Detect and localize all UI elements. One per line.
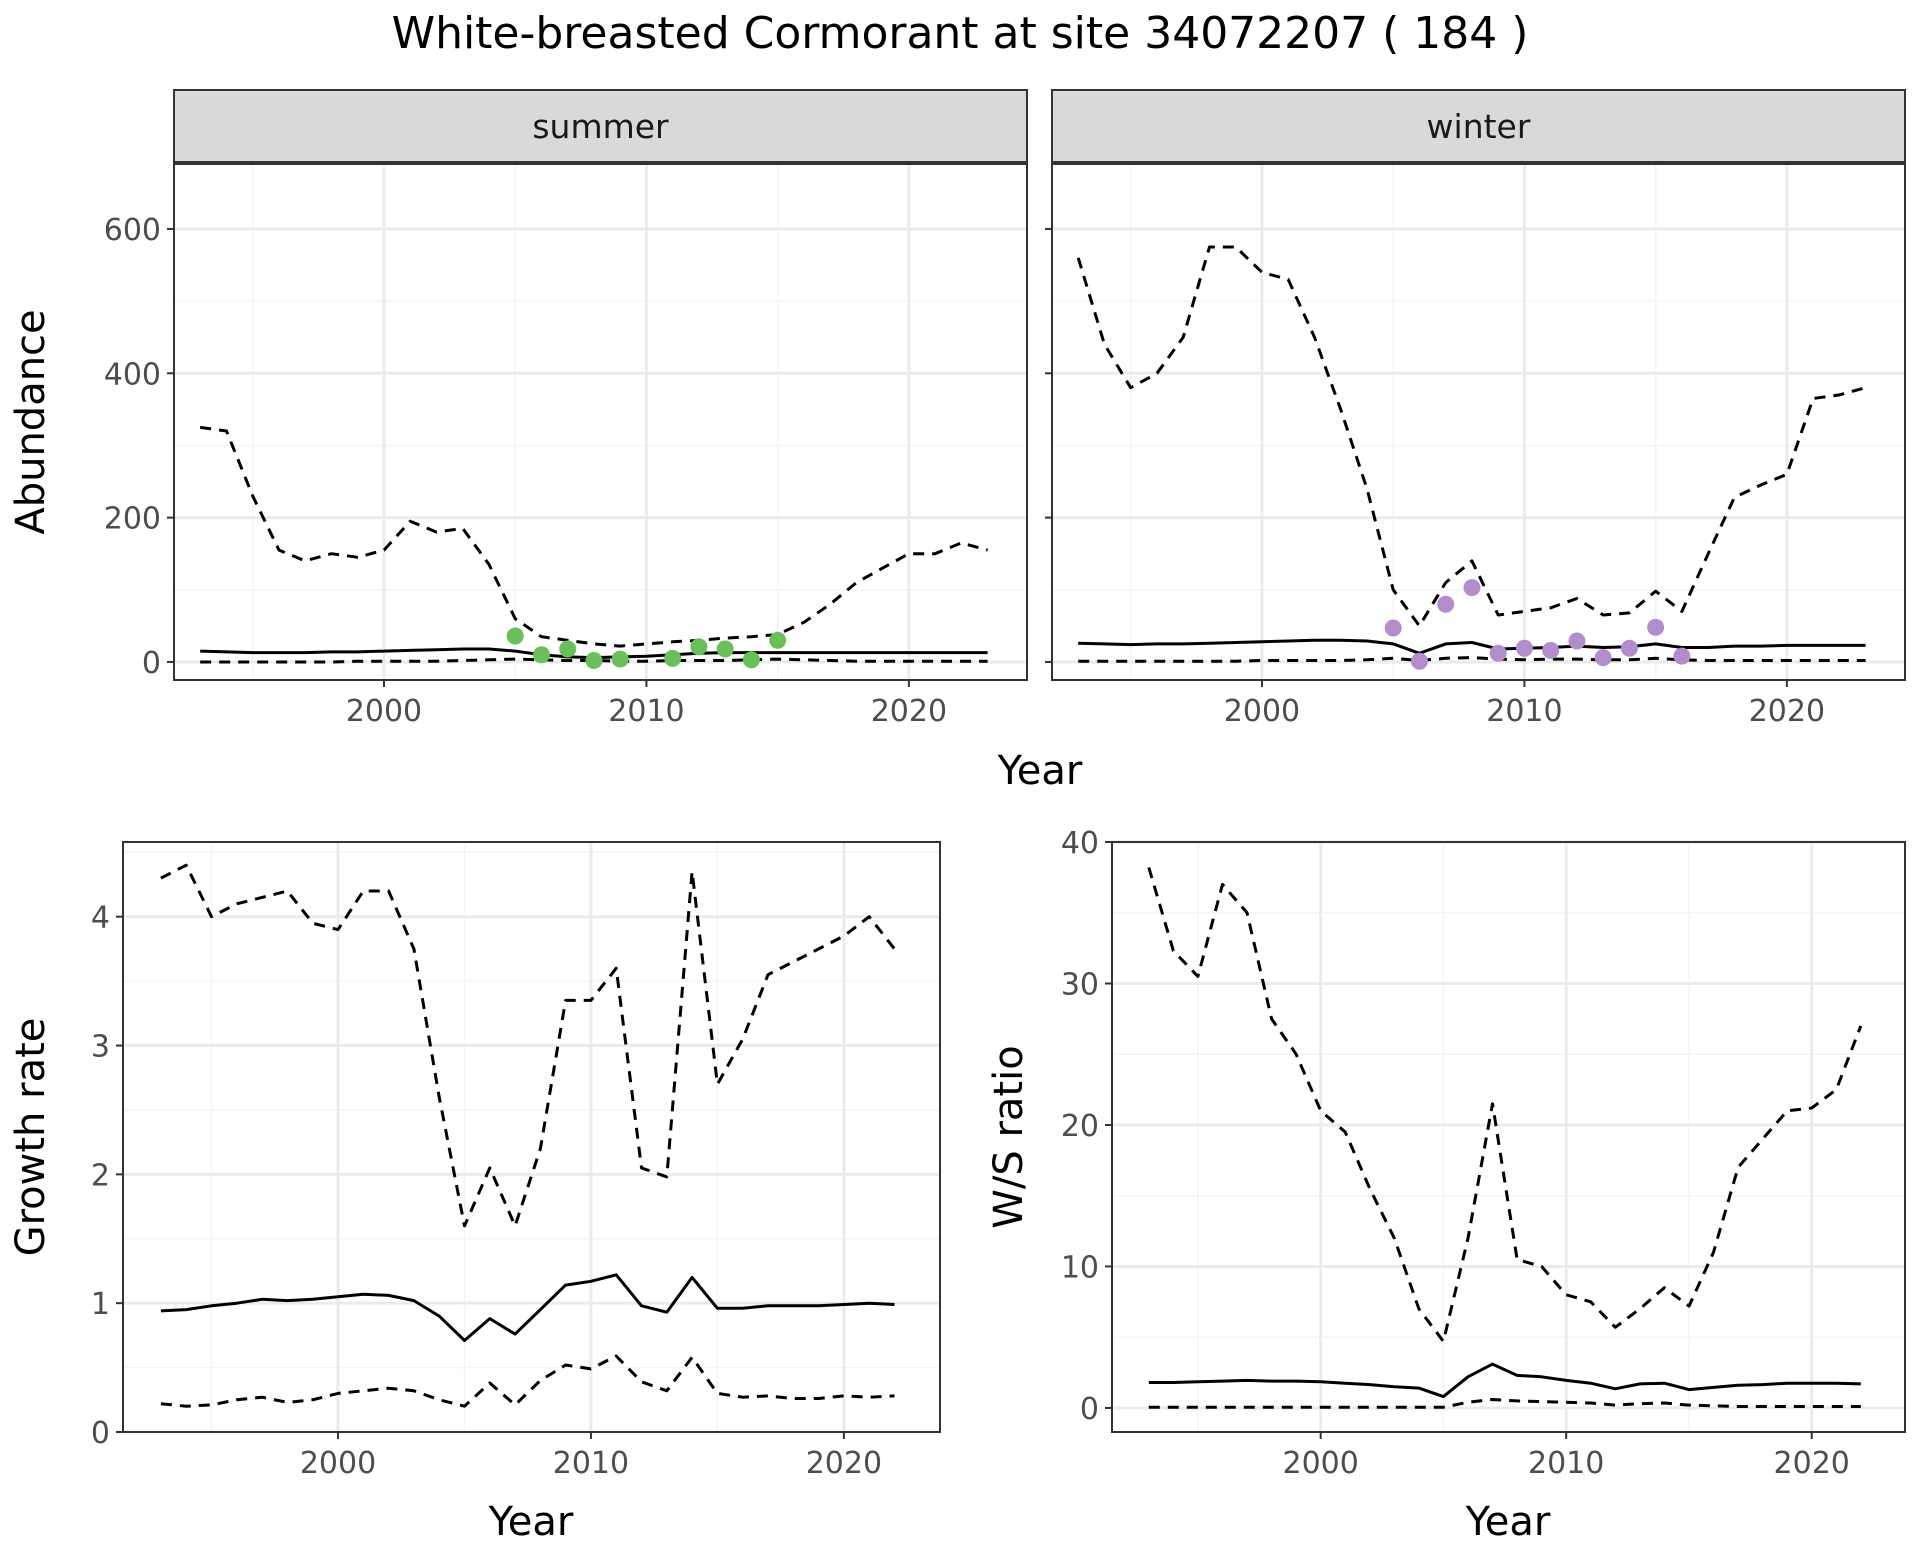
summer-data-point bbox=[742, 651, 760, 669]
growth-panel-border bbox=[122, 841, 941, 1433]
winter-data-point bbox=[1410, 652, 1428, 670]
summer-data-point bbox=[559, 640, 577, 658]
ws_ratio-x-axis-title: Year bbox=[1465, 1499, 1551, 1545]
winter-series-lower-line bbox=[1078, 656, 1866, 663]
growth-y-tick-label: 0 bbox=[91, 1416, 110, 1451]
winter-strip-label: winter bbox=[1427, 107, 1531, 146]
growth-series-mean-line bbox=[160, 1273, 895, 1342]
summer-data-point bbox=[664, 649, 682, 667]
ws_ratio-panel-border bbox=[1111, 841, 1906, 1433]
summer-y-tick-label: 0 bbox=[142, 646, 161, 681]
winter-series-mean-line bbox=[1078, 638, 1866, 655]
growth-y-tick-label: 2 bbox=[91, 1158, 110, 1193]
winter-data-point bbox=[1647, 618, 1665, 636]
summer-strip-label: summer bbox=[532, 107, 669, 146]
ws_ratio-series-lower-line bbox=[1148, 1398, 1861, 1409]
winter-data-point bbox=[1568, 632, 1586, 650]
growth-x-axis-title: Year bbox=[488, 1499, 574, 1545]
ws_ratio-y-tick-label: 10 bbox=[1061, 1250, 1099, 1285]
winter-panel-border bbox=[1051, 163, 1906, 681]
growth-x-tick-label: 2020 bbox=[806, 1446, 882, 1481]
winter-data-point bbox=[1463, 579, 1481, 597]
summer-data-point bbox=[769, 631, 787, 649]
ws_ratio-x-tick-label: 2020 bbox=[1774, 1446, 1850, 1481]
winter-x-tick-label: 2020 bbox=[1749, 694, 1825, 729]
summer-series-upper-line bbox=[199, 425, 988, 648]
ws_ratio-y-tick-label: 20 bbox=[1061, 1109, 1099, 1144]
growth-y-axis-title: Growth rate bbox=[8, 1018, 54, 1257]
ws_ratio-series-mean-line bbox=[1148, 1362, 1861, 1399]
summer-panel-border bbox=[173, 163, 1028, 681]
growth-y-tick-label: 1 bbox=[91, 1287, 110, 1322]
winter-data-point bbox=[1437, 595, 1455, 613]
growth-x-tick-label: 2010 bbox=[553, 1446, 629, 1481]
summer-strip bbox=[173, 89, 1028, 163]
ws_ratio-x-tick-label: 2010 bbox=[1528, 1446, 1604, 1481]
winter-data-point bbox=[1673, 647, 1691, 665]
winter-data-point bbox=[1384, 619, 1402, 637]
ws_ratio-x-tick-label: 2000 bbox=[1283, 1446, 1359, 1481]
summer-data-point bbox=[585, 652, 603, 670]
winter-x-tick-label: 2010 bbox=[1486, 694, 1562, 729]
ws_ratio-y-tick-label: 0 bbox=[1080, 1392, 1099, 1427]
figure-title: White-breasted Cormorant at site 3407220… bbox=[392, 8, 1529, 59]
summer-data-point bbox=[690, 638, 708, 656]
summer-data-point bbox=[716, 640, 734, 658]
summer-x-tick-label: 2010 bbox=[608, 694, 684, 729]
summer-series-lower-line bbox=[200, 657, 988, 664]
winter-x-tick-label: 2000 bbox=[1224, 694, 1300, 729]
winter-data-point bbox=[1594, 649, 1612, 667]
facet-x-axis-title: Year bbox=[997, 748, 1083, 794]
growth-y-tick-label: 3 bbox=[91, 1030, 110, 1065]
summer-y-tick-label: 200 bbox=[104, 502, 161, 537]
winter-data-point bbox=[1620, 639, 1638, 657]
ws_ratio-y-tick-label: 40 bbox=[1061, 826, 1099, 861]
summer-y-tick-label: 600 bbox=[104, 213, 161, 248]
summer-data-point bbox=[532, 646, 550, 664]
winter-data-point bbox=[1489, 644, 1507, 662]
growth-x-tick-label: 2000 bbox=[300, 1446, 376, 1481]
growth-y-tick-label: 4 bbox=[91, 901, 110, 936]
growth-series-lower-line bbox=[160, 1354, 895, 1408]
summer-y-tick-label: 400 bbox=[104, 357, 161, 392]
winter-strip bbox=[1051, 89, 1906, 163]
summer-data-point bbox=[506, 627, 524, 645]
summer-data-point bbox=[611, 650, 629, 668]
growth-series-upper-line bbox=[160, 863, 896, 1228]
summer-x-tick-label: 2000 bbox=[346, 694, 422, 729]
winter-data-point bbox=[1515, 639, 1533, 657]
winter-series-upper-line bbox=[1076, 245, 1866, 628]
winter-data-point bbox=[1542, 641, 1560, 659]
ws_ratio-y-tick-label: 30 bbox=[1061, 967, 1099, 1002]
ws_ratio-y-axis-title: W/S ratio bbox=[986, 1045, 1032, 1228]
summer-x-tick-label: 2020 bbox=[871, 694, 947, 729]
ws_ratio-series-upper-line bbox=[1147, 867, 1863, 1343]
summer-y-axis-title: Abundance bbox=[8, 309, 54, 534]
